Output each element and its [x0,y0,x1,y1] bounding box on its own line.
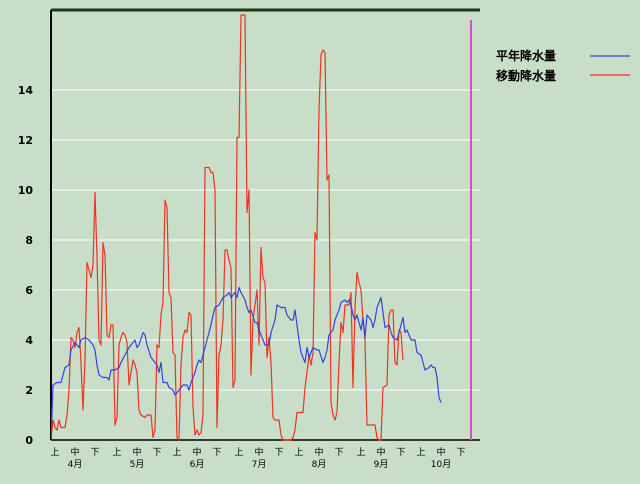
x-tick-label: 下 [152,448,161,458]
series-line-average [51,286,442,441]
x-tick-label: 中 [436,446,445,458]
plot-frame [50,8,480,441]
x-tick-label: 下 [212,448,221,458]
x-tick-label: 下 [334,448,343,458]
month-label: 9月 [374,459,389,470]
y-tick-label: 10 [18,184,34,197]
y-tick-label: 14 [18,84,34,97]
month-label: 7月 [252,459,267,470]
x-tick-label: 上 [112,447,121,458]
month-label: 6月 [190,459,205,470]
x-tick-label: 上 [50,447,59,458]
y-tick-label: 4 [25,334,33,347]
month-label: 10月 [431,459,451,470]
y-tick-label: 12 [18,134,33,147]
legend: 平年降水量 移動降水量 [496,48,630,83]
y-tick-label: 2 [25,384,33,397]
x-tick-label: 中 [314,446,323,458]
series-line-moving [51,14,404,441]
y-axis-ticks: 0 2 4 6 8 10 12 14 [18,84,34,447]
x-tick-label: 上 [234,447,243,458]
x-tick-label: 中 [254,446,263,458]
x-tick-label: 上 [356,447,365,458]
x-axis-month-labels: 4月 5月 6月 7月 8月 9月 10月 [68,459,452,470]
x-axis-ticks: 上中下上中下上中下上中下上中下上中下上中下 [50,446,465,458]
x-tick-label: 中 [70,446,79,458]
legend-label-average: 平年降水量 [496,48,556,63]
month-label: 4月 [68,459,83,470]
x-tick-label: 下 [274,448,283,458]
series [51,14,442,441]
month-label: 8月 [312,459,327,470]
y-tick-label: 0 [25,434,33,447]
x-tick-label: 中 [132,446,141,458]
month-label: 5月 [130,459,145,470]
x-tick-label: 下 [90,448,99,458]
x-tick-label: 下 [456,448,465,458]
x-tick-label: 上 [416,447,425,458]
x-tick-label: 上 [172,447,181,458]
y-tick-label: 8 [25,234,33,247]
x-tick-label: 中 [192,446,201,458]
x-tick-label: 中 [376,446,385,458]
y-tick-label: 6 [25,284,33,297]
legend-label-moving: 移動降水量 [496,68,556,83]
x-tick-label: 下 [396,448,405,458]
x-tick-label: 上 [294,447,303,458]
